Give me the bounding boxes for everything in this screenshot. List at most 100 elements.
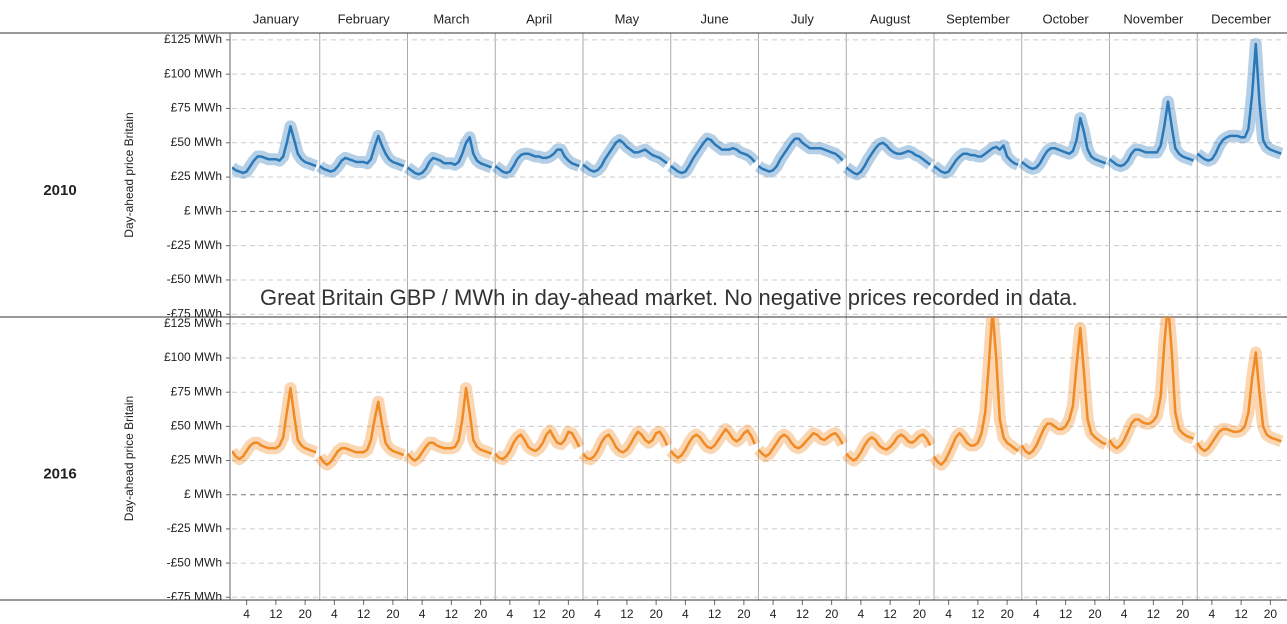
y-tick-label: £125 MWh xyxy=(164,316,222,330)
series-group xyxy=(232,38,1284,181)
month-label: March xyxy=(433,11,469,26)
x-tick-label: 20 xyxy=(825,607,839,621)
price-line xyxy=(669,427,756,460)
price-line xyxy=(932,317,1019,466)
annotation: Great Britain GBP / MWh in day-ahead mar… xyxy=(260,285,1078,310)
y-tick-label: £125 MWh xyxy=(164,32,222,46)
x-tick-label: 12 xyxy=(357,607,371,621)
x-tick-label: 12 xyxy=(445,607,459,621)
x-tick-label: 4 xyxy=(770,607,777,621)
x-tick-label: 20 xyxy=(298,607,312,621)
price-line xyxy=(1020,326,1107,455)
month-label: September xyxy=(946,11,1010,26)
year-label: 2016 xyxy=(43,465,76,482)
x-tick-label: 4 xyxy=(419,607,426,621)
y-tick-label: £50 MWh xyxy=(171,135,222,149)
x-tick-label: 12 xyxy=(708,607,722,621)
x-tick-label: 12 xyxy=(1234,607,1248,621)
y-tick-label: £ MWh xyxy=(184,487,222,501)
price-line xyxy=(1108,100,1195,168)
price-line xyxy=(845,141,932,176)
y-tick-label: -£75 MWh xyxy=(167,589,222,603)
x-tick-label: 12 xyxy=(796,607,810,621)
x-tick-label: 20 xyxy=(1000,607,1014,621)
price-line xyxy=(318,400,405,466)
month-label: November xyxy=(1123,11,1184,26)
month-label: June xyxy=(701,11,729,26)
price-band xyxy=(1104,317,1196,455)
y-tick-label: -£50 MWh xyxy=(167,555,222,569)
x-tick-label: 12 xyxy=(883,607,897,621)
x-tick-label: 4 xyxy=(1209,607,1216,621)
price-line xyxy=(933,144,1019,175)
x-tick-label: 4 xyxy=(682,607,689,621)
month-label: May xyxy=(615,11,640,26)
price-band xyxy=(232,120,319,179)
y-tick-label: £25 MWh xyxy=(171,169,222,183)
series-group xyxy=(232,317,1284,471)
price-line xyxy=(494,429,581,461)
x-tick-label: 12 xyxy=(532,607,546,621)
y-tick-label: £75 MWh xyxy=(171,384,222,398)
x-tick-label: 20 xyxy=(1176,607,1190,621)
x-tick-label: 4 xyxy=(858,607,865,621)
y-axis-title: Day-ahead price Britain xyxy=(122,396,136,521)
x-tick-label: 20 xyxy=(1088,607,1102,621)
price-line xyxy=(582,430,669,461)
month-label: October xyxy=(1043,11,1090,26)
x-tick-label: 20 xyxy=(474,607,488,621)
y-tick-label: £100 MWh xyxy=(164,350,222,364)
x-tick-label: 4 xyxy=(507,607,514,621)
x-tick-label: 12 xyxy=(971,607,985,621)
y-tick-label: £75 MWh xyxy=(171,101,222,115)
price-line xyxy=(845,433,932,462)
price-band xyxy=(491,143,582,179)
plot-layer: January 4 12 20 February 4 12 20 March 4 12 20 April… xyxy=(0,11,1287,621)
y-tick-label: £50 MWh xyxy=(171,419,222,433)
y-tick-label: £ MWh xyxy=(184,204,222,218)
y-tick-label: £25 MWh xyxy=(171,453,222,467)
price-line xyxy=(582,138,668,173)
price-line xyxy=(757,137,844,173)
month-label: July xyxy=(791,11,815,26)
x-tick-label: 20 xyxy=(562,607,576,621)
x-tick-label: 20 xyxy=(386,607,400,621)
y-axis-title: Day-ahead price Britain xyxy=(122,112,136,237)
month-label: December xyxy=(1211,11,1272,26)
year-label: 2010 xyxy=(43,182,76,199)
y-tick-label: -£25 MWh xyxy=(167,521,222,535)
x-tick-label: 12 xyxy=(1059,607,1073,621)
x-tick-label: 20 xyxy=(913,607,927,621)
y-tick-label: -£25 MWh xyxy=(167,238,222,252)
x-tick-label: 20 xyxy=(1264,607,1278,621)
price-line xyxy=(406,136,493,176)
price-line xyxy=(319,134,405,173)
x-tick-label: 4 xyxy=(331,607,338,621)
price-line xyxy=(1196,42,1282,162)
x-tick-label: 20 xyxy=(649,607,663,621)
price-line xyxy=(670,137,756,175)
y-tick-label: -£50 MWh xyxy=(167,272,222,286)
price-band xyxy=(314,395,407,471)
price-line xyxy=(1021,116,1107,171)
price-line xyxy=(757,431,844,458)
y-tick-label: £100 MWh xyxy=(164,66,222,80)
price-band xyxy=(754,132,848,178)
price-band xyxy=(1193,38,1284,167)
x-tick-label: 20 xyxy=(737,607,751,621)
month-label: August xyxy=(870,11,911,26)
price-band xyxy=(316,129,407,178)
price-line xyxy=(406,386,493,462)
price-line xyxy=(494,148,580,175)
x-tick-label: 4 xyxy=(1033,607,1040,621)
price-line xyxy=(1108,317,1195,450)
price-band xyxy=(1018,112,1109,175)
month-label: February xyxy=(338,11,391,26)
x-tick-label: 12 xyxy=(269,607,283,621)
price-line xyxy=(1196,351,1282,453)
x-tick-label: 4 xyxy=(1121,607,1128,621)
month-label: January xyxy=(253,11,300,26)
x-tick-label: 12 xyxy=(1147,607,1161,621)
x-tick-label: 4 xyxy=(594,607,601,621)
